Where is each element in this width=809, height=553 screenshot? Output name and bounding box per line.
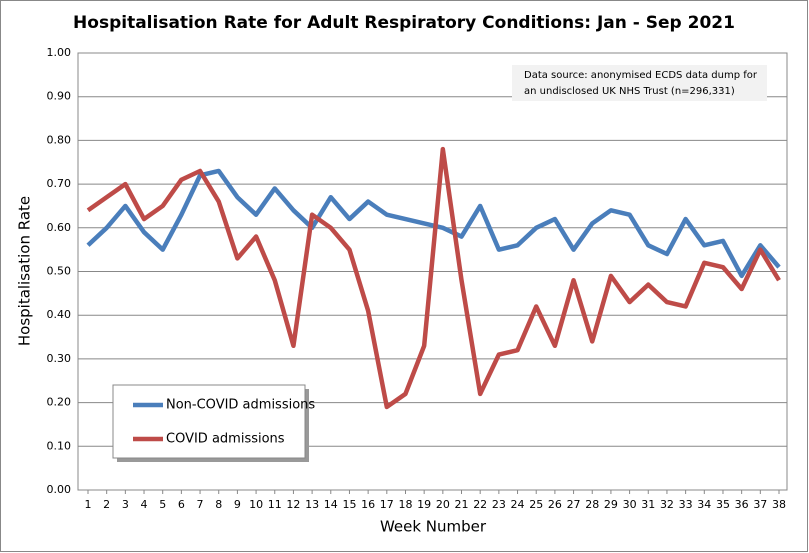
x-tick-label: 5 [159,498,166,511]
y-tick-label: 0.80 [47,133,72,146]
annotation: an undisclosed UK NHS Trust (n=296,331) [524,86,735,97]
x-tick-label: 36 [735,498,749,511]
x-tick-label: 21 [455,498,469,511]
x-tick-label: 22 [473,498,487,511]
x-tick-label: 29 [604,498,618,511]
y-tick-label: 0.20 [47,396,72,409]
x-tick-label: 24 [511,498,525,511]
legend-label: Non-COVID admissions [166,398,315,413]
x-tick-label: 10 [249,498,263,511]
x-tick-label: 8 [215,498,222,511]
x-tick-label: 26 [548,498,562,511]
x-tick-label: 19 [417,498,431,511]
x-tick-label: 27 [567,498,581,511]
x-tick-label: 6 [178,498,185,511]
x-tick-label: 9 [234,498,241,511]
x-tick-label: 28 [585,498,599,511]
x-tick-label: 16 [361,498,375,511]
x-tick-label: 17 [380,498,394,511]
x-tick-label: 11 [268,498,282,511]
plot-border [77,52,788,491]
y-tick-label: 0.10 [47,439,72,452]
x-tick-label: 15 [342,498,356,511]
x-axis-label: Week Number [380,518,487,536]
x-tick-label: 7 [197,498,204,511]
x-tick-label: 31 [641,498,655,511]
x-tick-label: 2 [103,498,110,511]
x-tick-label: 4 [141,498,148,511]
x-tick-label: 18 [398,498,412,511]
y-tick-label: 0.40 [47,308,72,321]
y-tick-label: 1.00 [47,46,72,59]
x-tick-label: 33 [679,498,693,511]
y-tick-label: 0.90 [47,90,72,103]
x-tick-label: 12 [286,498,300,511]
y-tick-label: 0.30 [47,352,72,365]
x-tick-label: 30 [623,498,637,511]
x-tick-label: 13 [305,498,319,511]
y-tick-label: 0.60 [47,221,72,234]
annotation: Data source: anonymised ECDS data dump f… [524,70,758,81]
series-line [86,146,781,410]
x-tick-label: 32 [660,498,674,511]
x-tick-label: 23 [492,498,506,511]
legend [112,384,306,459]
x-tick-label: 38 [772,498,786,511]
y-axis-label: Hospitalisation Rate [16,196,34,346]
x-tick-label: 25 [529,498,543,511]
legend-label: COVID admissions [166,432,285,447]
annotation-box [512,65,767,101]
x-tick-label: 14 [324,498,338,511]
x-tick-label: 35 [716,498,730,511]
x-tick-label: 1 [85,498,92,511]
x-tick-label: 37 [753,498,767,511]
y-tick-label: 0.50 [47,265,72,278]
x-tick-label: 20 [436,498,450,511]
x-tick-label: 3 [122,498,129,511]
chart-title: Hospitalisation Rate for Adult Respirato… [73,13,735,33]
y-tick-label: 0.70 [47,177,72,190]
x-tick-label: 34 [697,498,711,511]
y-tick-label: 0.00 [47,483,72,496]
